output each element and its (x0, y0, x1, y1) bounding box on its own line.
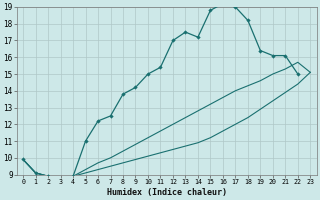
X-axis label: Humidex (Indice chaleur): Humidex (Indice chaleur) (107, 188, 227, 197)
